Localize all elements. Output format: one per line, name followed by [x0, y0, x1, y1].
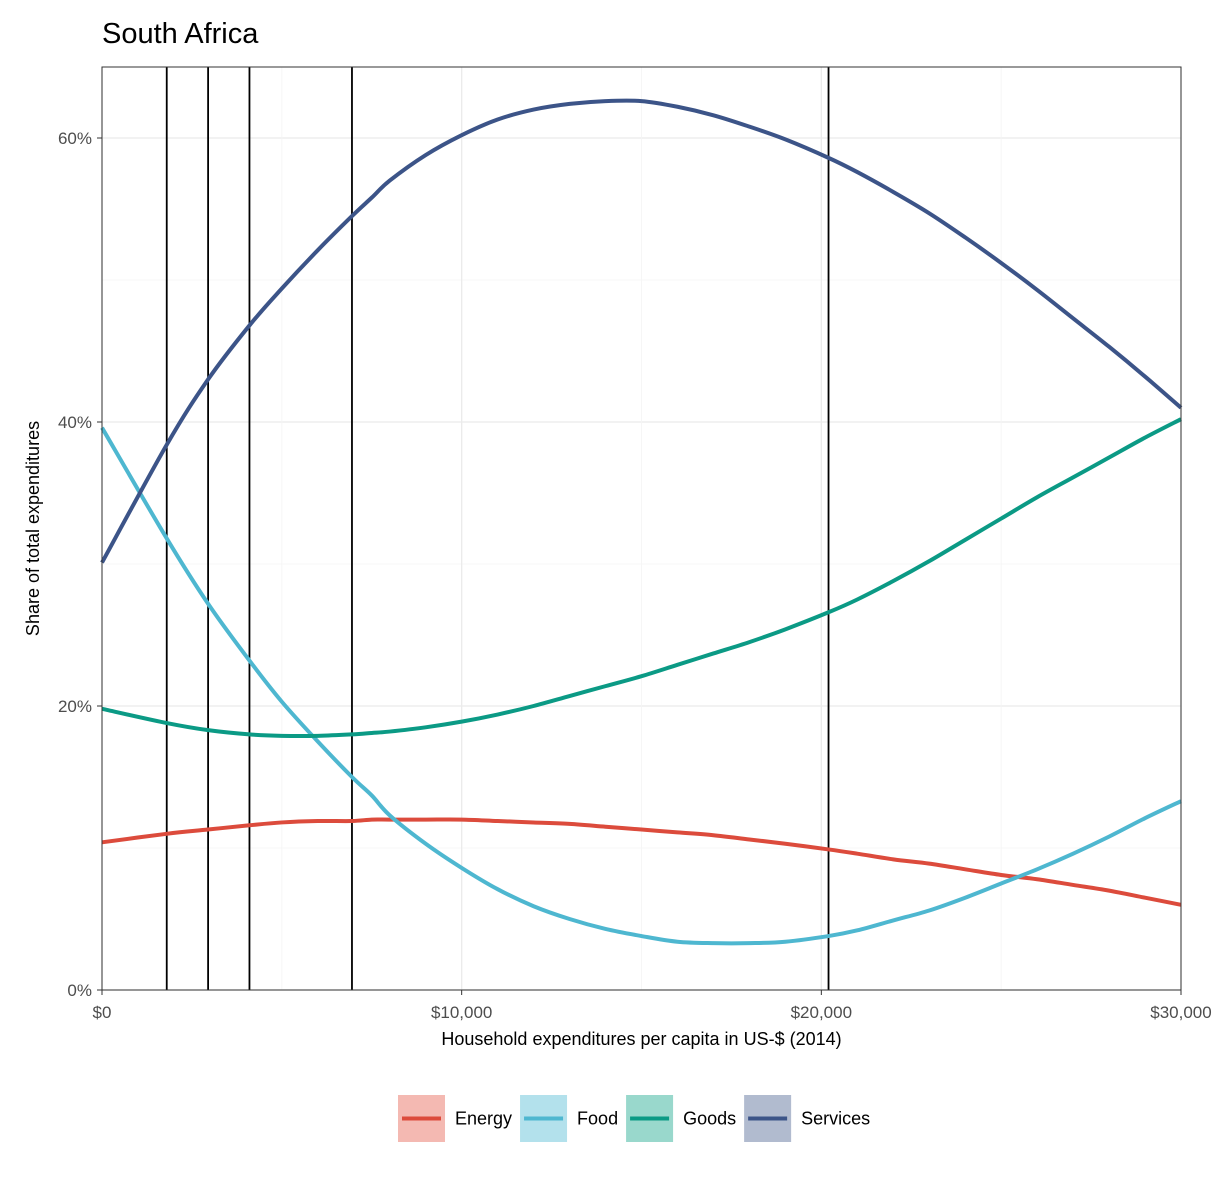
chart-title: South Africa [102, 18, 259, 50]
x-axis-title: Household expenditures per capita in US-… [441, 1029, 841, 1049]
plot-panel-border [101, 66, 1182, 991]
y-axis-title: Share of total expenditures [23, 421, 43, 636]
legend: Energy Food Goods Services [398, 1095, 870, 1142]
legend-item-goods: Goods [626, 1095, 736, 1142]
x-tick-label: $0 [93, 1003, 112, 1022]
y-axis-ticks: 0% 20% 40% 60% [58, 129, 102, 1000]
y-tick-label: 40% [58, 413, 92, 432]
series-lines [100, 98, 1183, 946]
x-tick-label: $30,000 [1150, 1003, 1211, 1022]
series-line-energy [101, 817, 1182, 907]
threshold-lines [165, 67, 830, 990]
series-line-goods [101, 417, 1182, 738]
legend-label: Services [801, 1109, 870, 1129]
series-line-food [100, 426, 1182, 946]
y-tick-label: 0% [67, 981, 92, 1000]
y-tick-label: 60% [58, 129, 92, 148]
series-line-services [100, 98, 1183, 564]
legend-label: Energy [455, 1109, 512, 1129]
legend-item-services: Services [744, 1095, 870, 1142]
legend-item-food: Food [520, 1095, 618, 1142]
x-axis-ticks: $0 $10,000 $20,000 $30,000 [93, 990, 1212, 1022]
legend-item-energy: Energy [398, 1095, 512, 1142]
y-tick-label: 20% [58, 697, 92, 716]
legend-label: Food [577, 1109, 618, 1129]
x-tick-label: $20,000 [791, 1003, 852, 1022]
legend-label: Goods [683, 1109, 736, 1129]
grid-lines [101, 67, 1182, 991]
x-tick-label: $10,000 [431, 1003, 492, 1022]
